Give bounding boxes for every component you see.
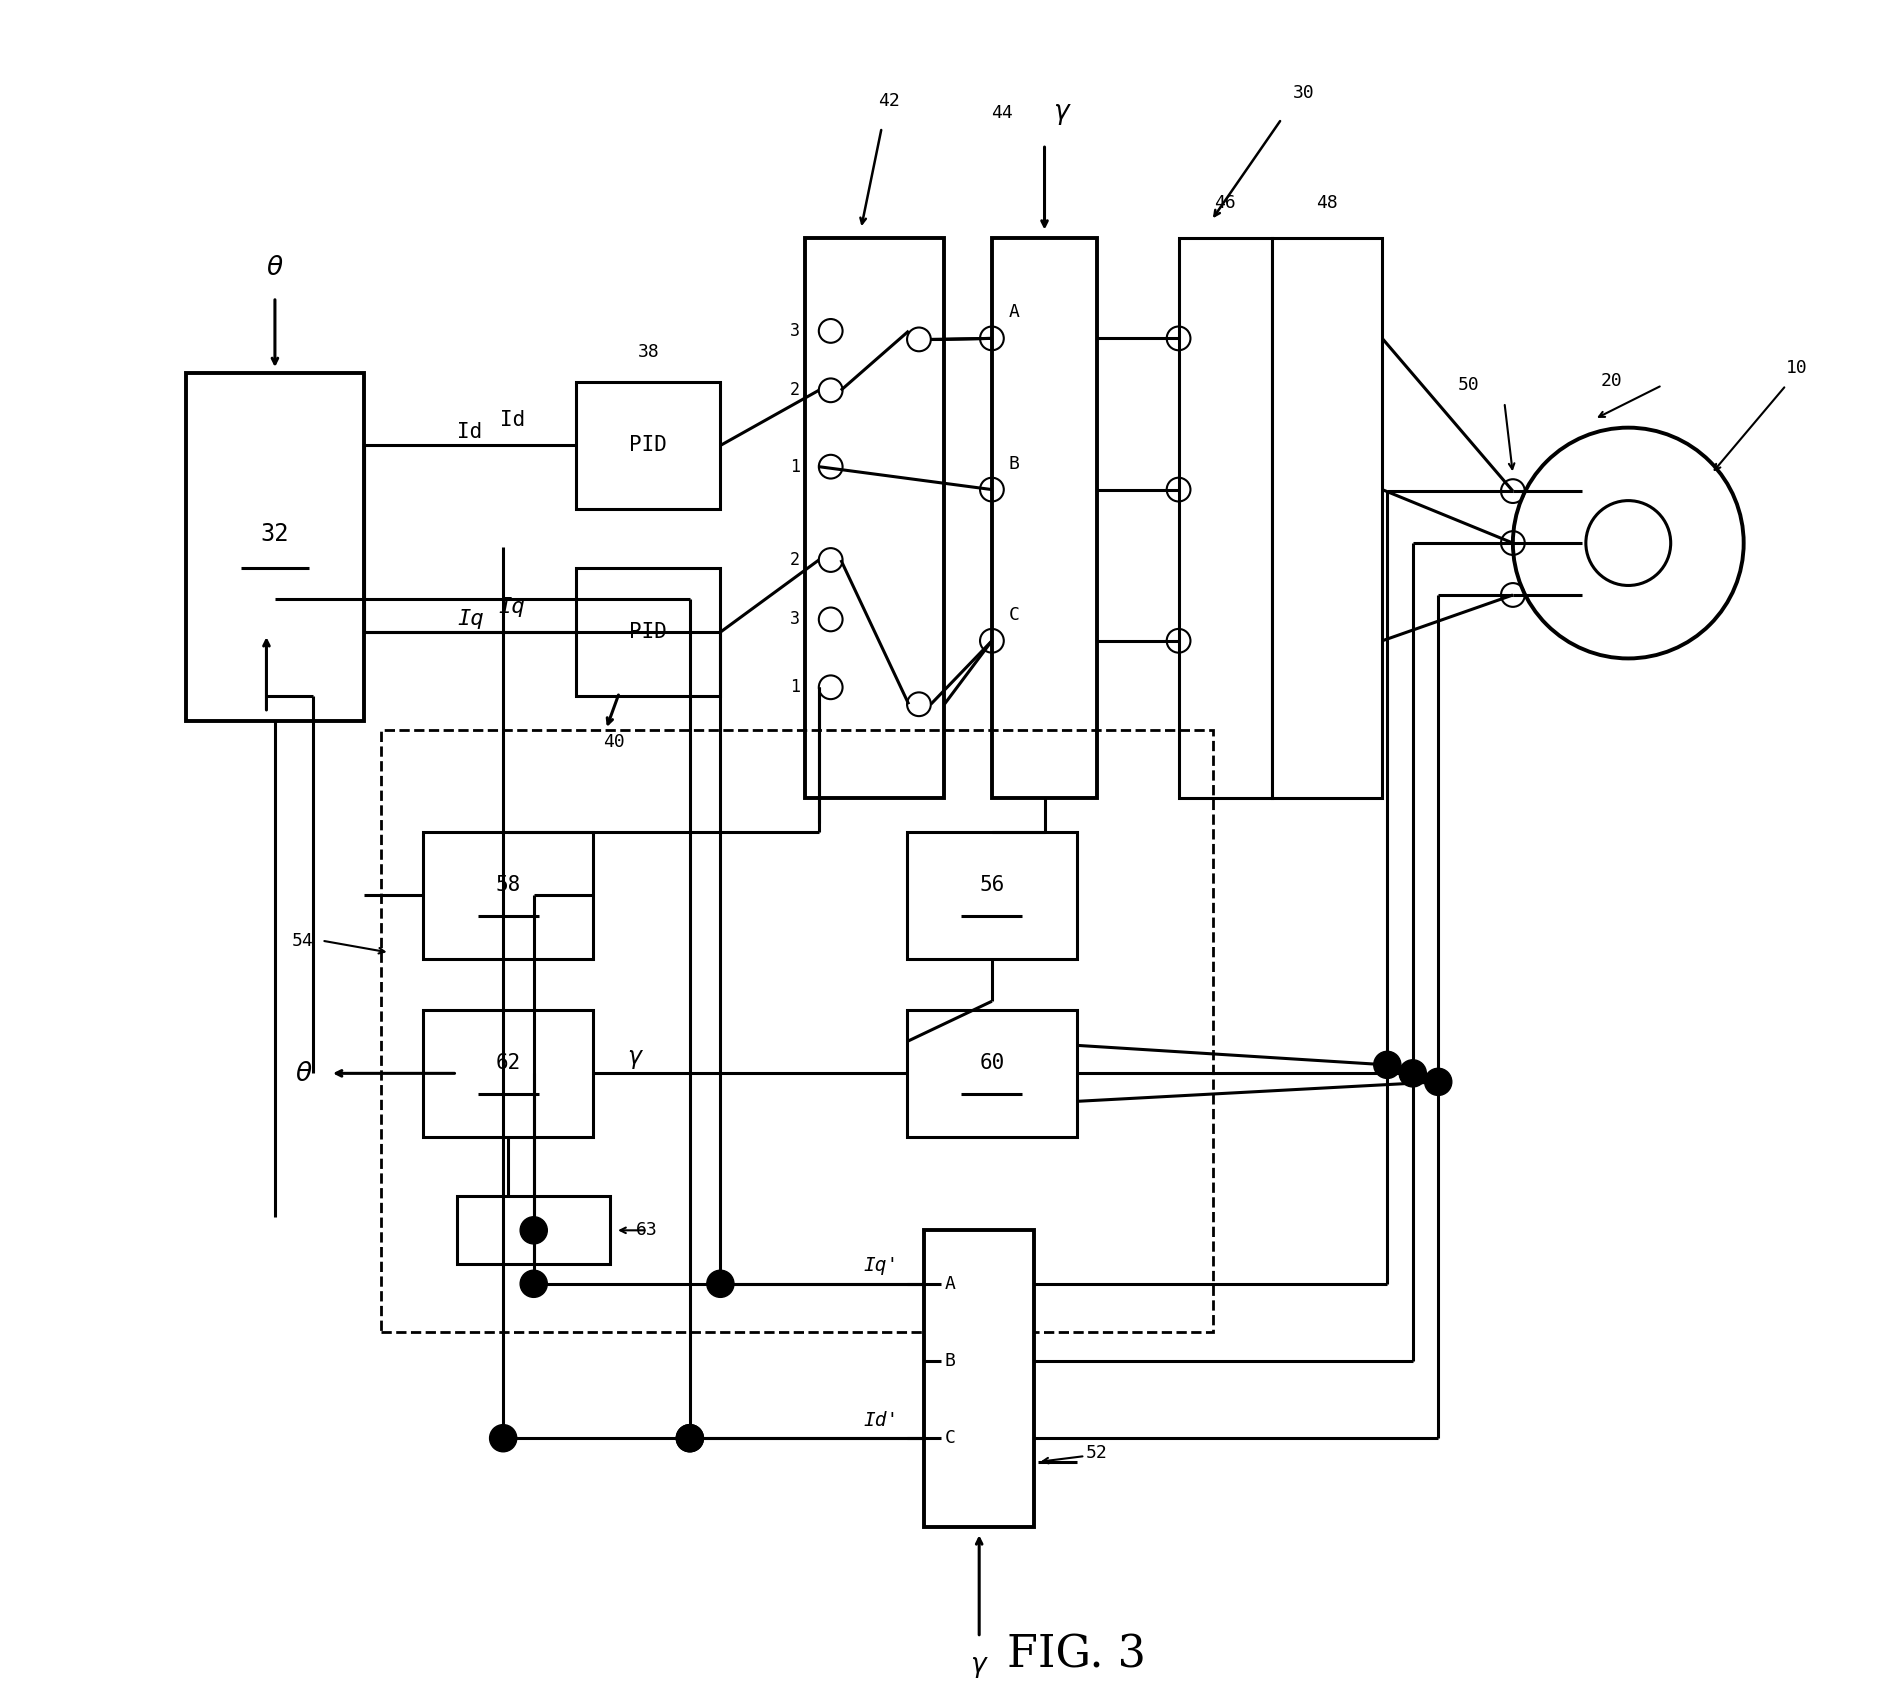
Bar	[907, 832, 1077, 959]
Text: 2: 2	[790, 382, 800, 399]
Circle shape	[708, 1269, 734, 1298]
Text: 54: 54	[292, 932, 312, 950]
Circle shape	[1513, 428, 1745, 658]
Text: 50: 50	[1457, 375, 1479, 394]
Text: 46: 46	[1214, 193, 1236, 212]
Text: 38: 38	[638, 343, 659, 361]
Text: Iq': Iq'	[864, 1256, 898, 1276]
Circle shape	[519, 1269, 548, 1298]
Text: 52: 52	[1086, 1444, 1107, 1463]
Text: 1: 1	[790, 458, 800, 475]
Text: PID: PID	[629, 436, 668, 455]
Circle shape	[489, 1424, 518, 1451]
Text: Iq: Iq	[499, 597, 525, 616]
Text: 40: 40	[604, 733, 625, 752]
Text: PID: PID	[629, 623, 668, 641]
Bar	[186, 373, 363, 721]
Circle shape	[1398, 1059, 1427, 1088]
Bar	[1178, 238, 1272, 798]
Text: 63: 63	[636, 1222, 657, 1239]
Text: 3: 3	[790, 322, 800, 339]
Text: $\theta$: $\theta$	[265, 255, 284, 280]
Text: Id': Id'	[864, 1410, 898, 1429]
Text: C: C	[1009, 606, 1020, 624]
Text: A: A	[1009, 304, 1020, 321]
Bar	[423, 832, 593, 959]
Circle shape	[676, 1424, 704, 1451]
Bar	[423, 1010, 593, 1137]
Bar	[924, 1230, 1035, 1527]
Circle shape	[676, 1424, 704, 1451]
Text: 20: 20	[1600, 372, 1622, 390]
Text: B: B	[945, 1353, 956, 1369]
Bar	[907, 1010, 1077, 1137]
Text: 30: 30	[1293, 83, 1316, 102]
Text: Id: Id	[457, 423, 482, 441]
Circle shape	[1425, 1069, 1451, 1096]
Text: FIG. 3: FIG. 3	[1007, 1633, 1146, 1677]
Text: 58: 58	[495, 876, 521, 894]
Bar	[576, 568, 721, 696]
Circle shape	[1587, 501, 1671, 585]
Bar	[805, 238, 945, 798]
Bar	[457, 1196, 610, 1264]
Text: A: A	[945, 1274, 956, 1293]
Text: Id: Id	[501, 411, 525, 429]
Bar	[992, 238, 1097, 798]
Bar	[576, 382, 721, 509]
Text: B: B	[1009, 455, 1020, 472]
Text: Iq: Iq	[457, 609, 484, 628]
Text: 56: 56	[979, 876, 1005, 894]
Text: $\theta$: $\theta$	[295, 1061, 312, 1086]
Circle shape	[519, 1217, 548, 1244]
Text: 48: 48	[1316, 193, 1338, 212]
Circle shape	[1374, 1050, 1400, 1079]
Bar	[380, 730, 1212, 1332]
Text: $\gamma$: $\gamma$	[1054, 102, 1071, 127]
Text: 42: 42	[877, 92, 900, 110]
Text: 44: 44	[992, 104, 1013, 122]
Text: 10: 10	[1786, 358, 1809, 377]
Text: 2: 2	[790, 552, 800, 568]
Bar	[1272, 238, 1381, 798]
Text: C: C	[945, 1429, 956, 1448]
Text: 32: 32	[262, 521, 290, 546]
Text: $\gamma$: $\gamma$	[969, 1655, 988, 1680]
Text: 3: 3	[790, 611, 800, 628]
Text: 62: 62	[495, 1054, 521, 1073]
Text: 1: 1	[790, 679, 800, 696]
Text: $\gamma$: $\gamma$	[627, 1049, 644, 1071]
Text: 60: 60	[979, 1054, 1005, 1073]
